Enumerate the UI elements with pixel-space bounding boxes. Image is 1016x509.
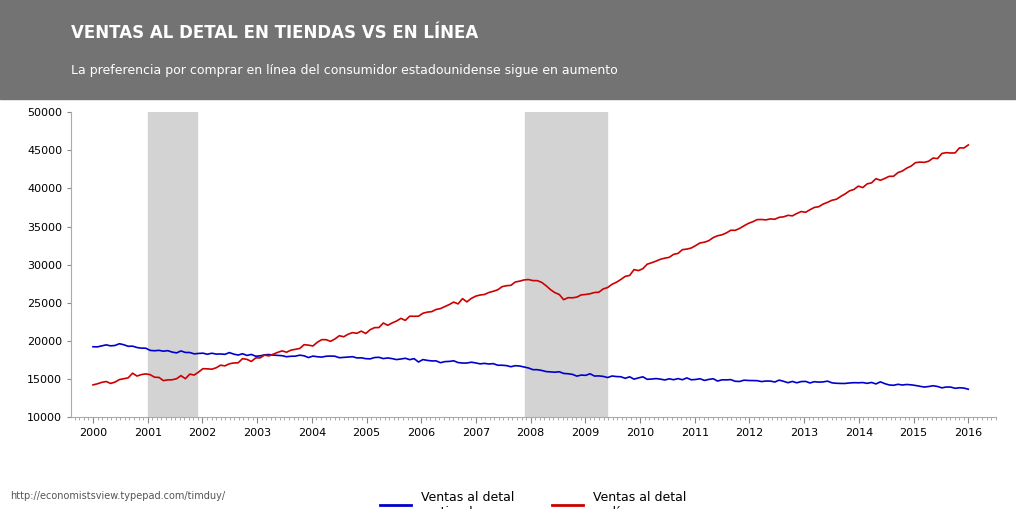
Bar xyxy=(525,112,608,417)
Text: La preferencia por comprar en línea del consumidor estadounidense sigue en aumen: La preferencia por comprar en línea del … xyxy=(71,64,618,77)
Text: VENTAS AL DETAL EN TIENDAS VS EN LÍNEA: VENTAS AL DETAL EN TIENDAS VS EN LÍNEA xyxy=(71,24,479,42)
Legend: Ventas al detal
en tiendas, Ventas al detal
en línea: Ventas al detal en tiendas, Ventas al de… xyxy=(380,491,687,509)
Bar xyxy=(147,112,197,417)
Text: http://economistsview.typepad.com/timduy/: http://economistsview.typepad.com/timduy… xyxy=(10,491,226,501)
